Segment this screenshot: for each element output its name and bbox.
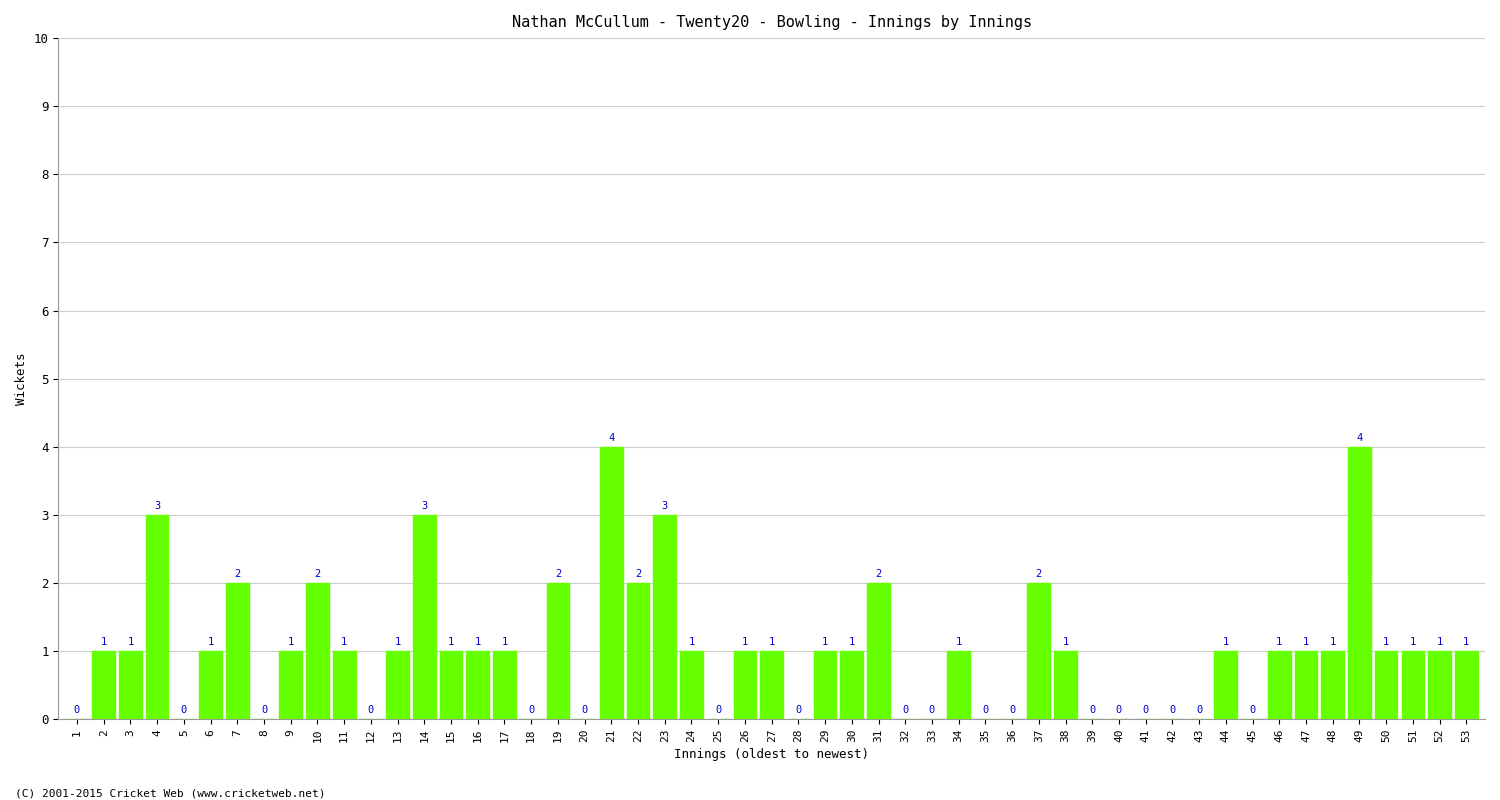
Text: 1: 1 bbox=[1329, 637, 1336, 647]
Text: 2: 2 bbox=[234, 569, 240, 579]
Text: 0: 0 bbox=[180, 705, 188, 715]
Bar bbox=[1028, 583, 1050, 719]
Text: 0: 0 bbox=[1143, 705, 1149, 715]
Text: 3: 3 bbox=[662, 501, 668, 511]
Bar bbox=[760, 651, 783, 719]
Bar bbox=[546, 583, 570, 719]
Text: 0: 0 bbox=[1250, 705, 1256, 715]
Bar bbox=[654, 515, 676, 719]
Bar bbox=[948, 651, 970, 719]
Text: 3: 3 bbox=[422, 501, 428, 511]
Title: Nathan McCullum - Twenty20 - Bowling - Innings by Innings: Nathan McCullum - Twenty20 - Bowling - I… bbox=[512, 15, 1032, 30]
Text: 0: 0 bbox=[928, 705, 934, 715]
Text: 1: 1 bbox=[849, 637, 855, 647]
Bar bbox=[867, 583, 889, 719]
Text: 2: 2 bbox=[555, 569, 561, 579]
Text: 1: 1 bbox=[956, 637, 962, 647]
Text: 0: 0 bbox=[1010, 705, 1016, 715]
Bar bbox=[1054, 651, 1077, 719]
Text: 1: 1 bbox=[768, 637, 776, 647]
Text: 4: 4 bbox=[1356, 433, 1362, 442]
Bar bbox=[279, 651, 302, 719]
Text: 1: 1 bbox=[128, 637, 134, 647]
Text: 0: 0 bbox=[368, 705, 374, 715]
Text: 1: 1 bbox=[688, 637, 694, 647]
Bar bbox=[333, 651, 356, 719]
Y-axis label: Wickets: Wickets bbox=[15, 353, 28, 405]
Text: 1: 1 bbox=[742, 637, 748, 647]
Text: 1: 1 bbox=[1383, 637, 1389, 647]
Text: 0: 0 bbox=[1170, 705, 1176, 715]
Text: 1: 1 bbox=[1222, 637, 1228, 647]
Bar bbox=[1294, 651, 1317, 719]
Bar bbox=[1401, 651, 1423, 719]
Text: 2: 2 bbox=[634, 569, 640, 579]
Text: 0: 0 bbox=[1196, 705, 1202, 715]
Text: 1: 1 bbox=[340, 637, 348, 647]
Text: 2: 2 bbox=[876, 569, 882, 579]
Text: 1: 1 bbox=[1304, 637, 1310, 647]
Text: 1: 1 bbox=[1062, 637, 1068, 647]
Text: 0: 0 bbox=[582, 705, 588, 715]
Text: 0: 0 bbox=[261, 705, 267, 715]
Bar bbox=[600, 446, 622, 719]
Bar bbox=[200, 651, 222, 719]
Bar bbox=[494, 651, 516, 719]
Bar bbox=[680, 651, 703, 719]
Bar bbox=[813, 651, 837, 719]
Text: 4: 4 bbox=[608, 433, 615, 442]
Bar bbox=[1428, 651, 1450, 719]
Text: 1: 1 bbox=[822, 637, 828, 647]
Text: 1: 1 bbox=[288, 637, 294, 647]
Bar bbox=[1348, 446, 1371, 719]
Bar bbox=[466, 651, 489, 719]
Text: 1: 1 bbox=[207, 637, 213, 647]
Text: 3: 3 bbox=[154, 501, 160, 511]
Bar bbox=[93, 651, 116, 719]
Bar bbox=[440, 651, 462, 719]
Bar bbox=[413, 515, 435, 719]
Text: 1: 1 bbox=[474, 637, 482, 647]
Text: 1: 1 bbox=[501, 637, 507, 647]
Bar bbox=[840, 651, 862, 719]
Text: 1: 1 bbox=[1276, 637, 1282, 647]
Text: 1: 1 bbox=[1410, 637, 1416, 647]
Text: 0: 0 bbox=[74, 705, 80, 715]
Text: 0: 0 bbox=[795, 705, 801, 715]
Text: 0: 0 bbox=[716, 705, 722, 715]
Bar bbox=[226, 583, 249, 719]
Bar bbox=[1455, 651, 1478, 719]
Bar bbox=[1268, 651, 1290, 719]
Bar bbox=[734, 651, 756, 719]
X-axis label: Innings (oldest to newest): Innings (oldest to newest) bbox=[674, 748, 868, 761]
Text: 2: 2 bbox=[315, 569, 321, 579]
Text: 0: 0 bbox=[982, 705, 988, 715]
Text: 1: 1 bbox=[1462, 637, 1470, 647]
Text: 1: 1 bbox=[100, 637, 106, 647]
Bar bbox=[306, 583, 328, 719]
Bar bbox=[1322, 651, 1344, 719]
Text: 0: 0 bbox=[528, 705, 534, 715]
Text: (C) 2001-2015 Cricket Web (www.cricketweb.net): (C) 2001-2015 Cricket Web (www.cricketwe… bbox=[15, 788, 326, 798]
Bar bbox=[146, 515, 168, 719]
Text: 1: 1 bbox=[394, 637, 400, 647]
Bar bbox=[386, 651, 410, 719]
Bar bbox=[1215, 651, 1237, 719]
Text: 0: 0 bbox=[1116, 705, 1122, 715]
Bar bbox=[1376, 651, 1398, 719]
Text: 0: 0 bbox=[902, 705, 909, 715]
Text: 2: 2 bbox=[1035, 569, 1042, 579]
Text: 1: 1 bbox=[448, 637, 454, 647]
Bar bbox=[118, 651, 142, 719]
Text: 0: 0 bbox=[1089, 705, 1095, 715]
Bar bbox=[627, 583, 650, 719]
Text: 1: 1 bbox=[1437, 637, 1443, 647]
